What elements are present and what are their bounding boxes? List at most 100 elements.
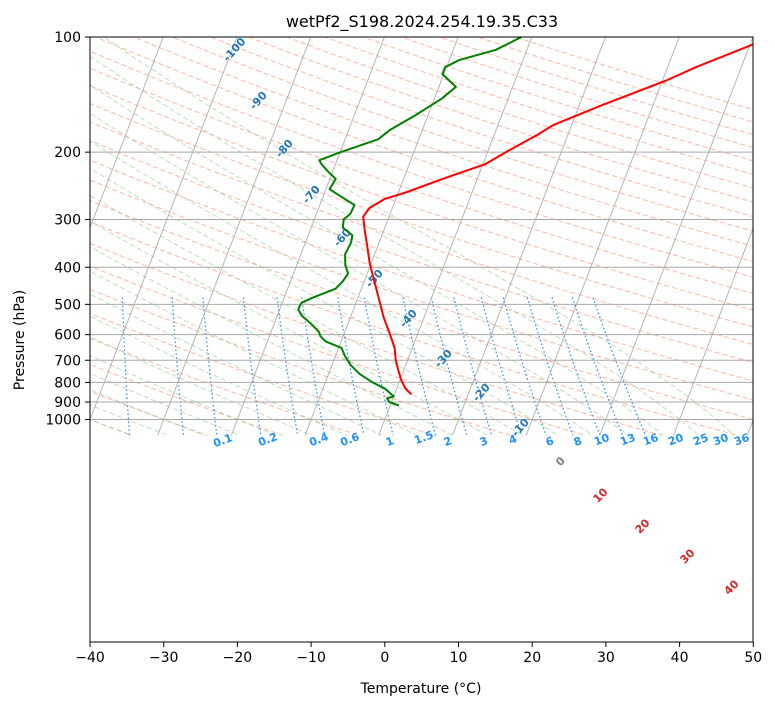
mixing-ratio-label: 0.2 [256, 430, 279, 449]
y-tick-label: 200 [54, 145, 81, 161]
moist-adiabat-line [90, 246, 453, 436]
moist-adiabat-line [90, 336, 312, 436]
moist-adiabat-line [90, 355, 277, 436]
dry-adiabat-line [361, 37, 753, 162]
dry-adiabat-line [90, 288, 511, 436]
dry-adiabat-line [90, 102, 753, 328]
dry-adiabat-line [90, 199, 753, 420]
dewpoint-profile-line [297, 37, 522, 407]
mixing-ratio-label: 16 [641, 431, 660, 449]
mixing-ratio-line [276, 297, 299, 436]
isotherm-line [157, 37, 312, 436]
moist-adiabat-line [90, 55, 699, 436]
x-tick-label: 50 [744, 650, 762, 666]
moist-adiabat-line [102, 37, 735, 436]
dry-adiabat-line [399, 37, 753, 149]
mixing-ratio-label: 30 [711, 431, 730, 449]
mixing-ratio-line [502, 297, 547, 436]
mixing-ratio-label: 3 [478, 434, 490, 449]
moist-adiabat-line [90, 167, 558, 436]
mixing-ratio-line [592, 297, 647, 436]
isotherm-line [304, 37, 459, 436]
y-tick-label: 300 [54, 212, 81, 228]
x-axis: −40 −30 −20 −10 0 10 20 30 40 50 [75, 642, 762, 666]
mixing-ratio-line [301, 297, 326, 436]
isotherm-line [378, 37, 533, 436]
x-tick-label: 0 [380, 650, 389, 666]
dry-adiabat-line [170, 37, 753, 232]
plot-frame [89, 36, 754, 643]
x-tick-label: −20 [223, 650, 253, 666]
y-tick-label: 400 [54, 260, 81, 276]
moist-adiabat-line [90, 112, 629, 436]
dry-adiabat-line [90, 121, 753, 345]
background-lines [90, 37, 753, 436]
dry-adiabat-line [94, 37, 753, 263]
dry-adiabat-line [90, 179, 753, 401]
y-tick-label: 600 [54, 328, 81, 344]
x-tick-label: 20 [523, 650, 541, 666]
x-axis-title: Temperature (°C) [360, 681, 482, 697]
mixing-ratio-label: 25 [691, 431, 710, 448]
x-tick-label: 30 [597, 650, 615, 666]
mixing-ratio-line [121, 297, 131, 436]
mixing-ratio-label: 20 [666, 431, 685, 449]
mixing-ratio-line [202, 297, 218, 436]
y-axis: 100 200 300 400 500 600 700 800 900 1000 [45, 30, 90, 429]
moist-adiabat-line [90, 84, 664, 436]
mixing-ratio-line [571, 297, 624, 436]
dry-adiabat-line [132, 37, 753, 247]
mixing-ratio-label: 0.6 [338, 430, 361, 449]
temperature-profile-line [362, 43, 753, 396]
dry-adiabat-line [475, 37, 753, 123]
profile-lines [297, 37, 753, 407]
y-tick-label: 100 [54, 30, 81, 46]
mixing-ratio-line [551, 297, 601, 436]
x-tick-label: −10 [296, 650, 326, 666]
isotherm-line [451, 37, 607, 436]
isotherm-line [599, 37, 753, 436]
x-tick-label: −30 [149, 650, 179, 666]
dry-adiabat-line [90, 242, 662, 436]
dry-adiabat-line [437, 37, 753, 136]
dry-adiabat-line [285, 37, 753, 189]
mixing-ratio-label: 1 [384, 434, 396, 449]
isotherm-line [90, 37, 238, 421]
isotherm-line [673, 227, 753, 436]
moist-adiabat-line [90, 194, 523, 436]
y-tick-label: 800 [54, 375, 81, 391]
mixing-ratio-label: 1.5 [412, 428, 435, 447]
mixing-ratio-label: 10 [592, 431, 611, 449]
mixing-ratio-label: 6 [544, 434, 556, 449]
mixing-ratio-label: 4 [507, 432, 519, 447]
moist-adiabat-line [90, 220, 488, 436]
dry-adiabat-line [90, 84, 753, 311]
mixing-ratio-line [242, 297, 262, 436]
mixing-ratio-label: 36 [732, 431, 751, 449]
mixing-ratio-label: 2 [442, 434, 454, 449]
chart-title: wetPf2_S198.2024.254.19.35.C33 [286, 12, 558, 32]
dry-adiabat-line [90, 363, 283, 436]
dry-adiabat-line [208, 37, 753, 217]
dry-adiabat-line [90, 221, 738, 436]
y-tick-label: 1000 [45, 413, 81, 429]
x-tick-label: 10 [450, 650, 468, 666]
mixing-ratio-label: 13 [618, 431, 637, 448]
mixing-ratio-label: 0.1 [211, 431, 234, 450]
moist-adiabat-line [90, 293, 383, 436]
mixing-ratio-line [171, 297, 185, 436]
moist-adiabat-line [90, 315, 347, 436]
y-tick-label: 700 [54, 353, 81, 369]
isotherm-line [230, 37, 385, 436]
isotherm-line [525, 37, 680, 436]
dry-adiabat-line [90, 159, 753, 382]
x-tick-label: 40 [671, 650, 689, 666]
mixing-ratio-line [337, 297, 365, 436]
mixing-ratio-label: 8 [572, 434, 584, 449]
moist-adiabat-line [90, 140, 594, 436]
y-axis-title: Pressure (hPa) [12, 290, 28, 390]
mixing-ratio-line [526, 297, 574, 436]
x-tick-label: −40 [75, 650, 105, 666]
